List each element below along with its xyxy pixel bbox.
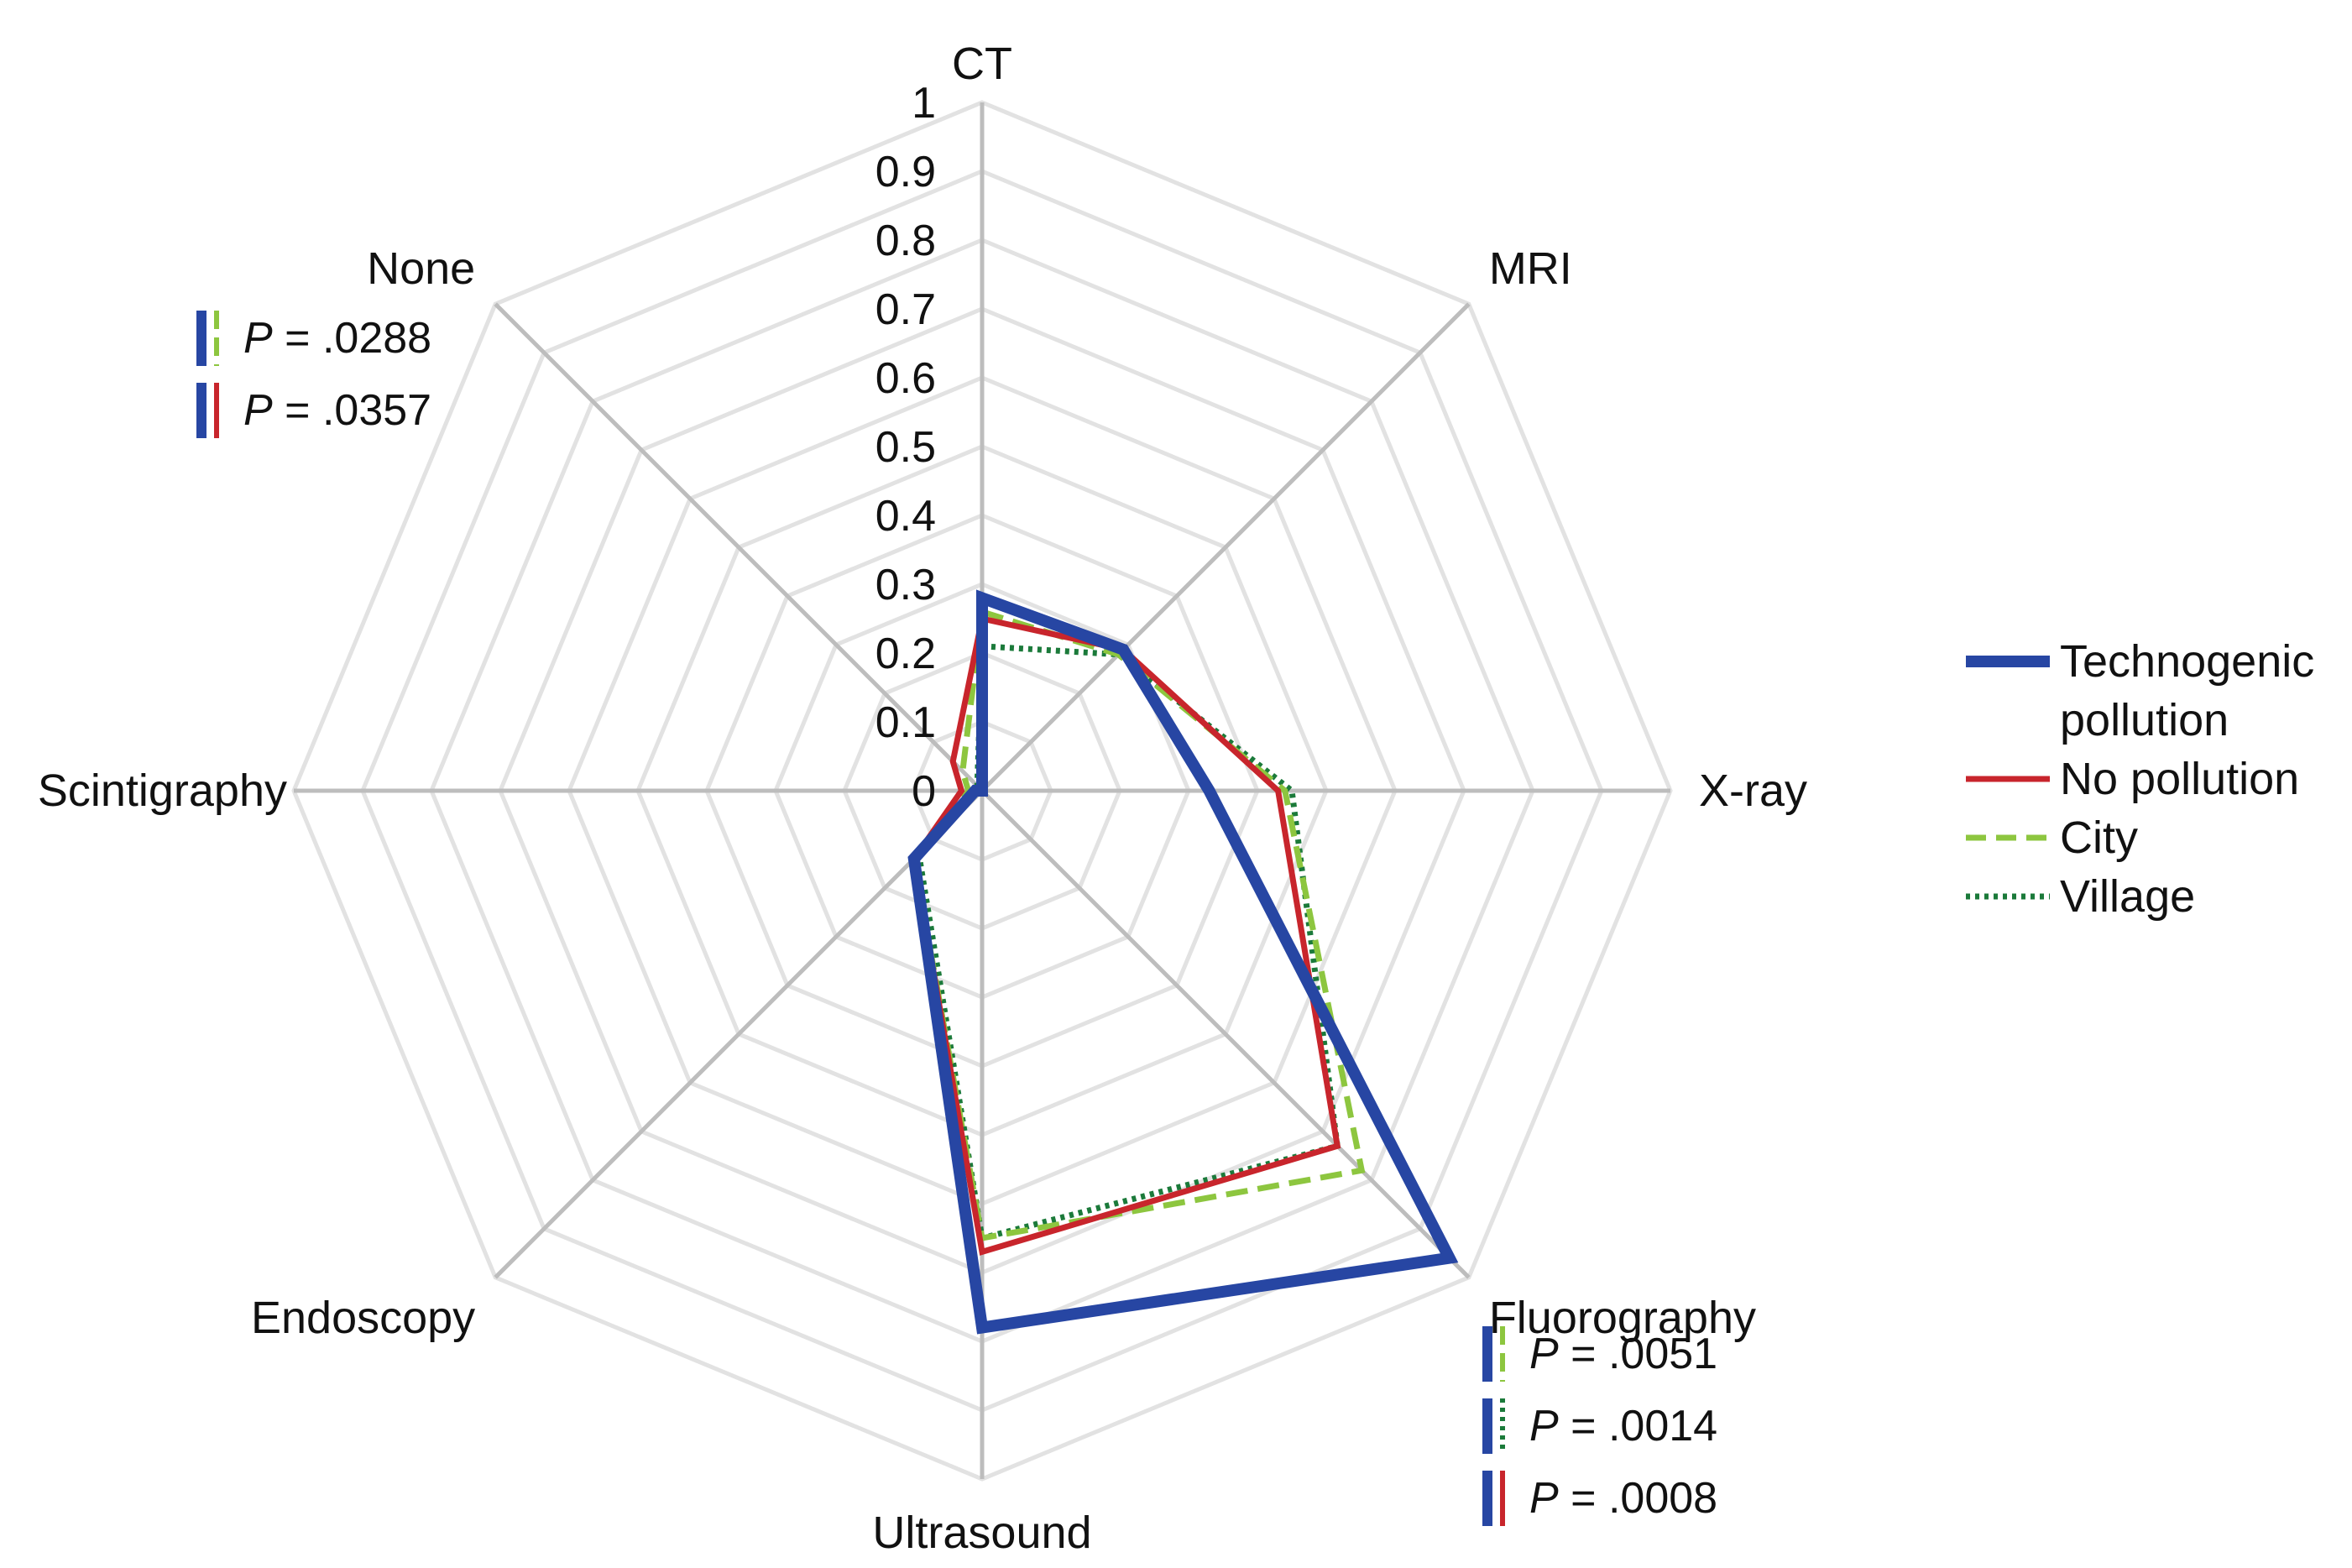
axis-labels: CT MRI X-ray Fluorography Ultrasound Endoscop… (38, 39, 1807, 1558)
axis-label-endoscopy: Endoscopy (251, 1293, 475, 1343)
tick-label: 0.5 (875, 423, 936, 472)
tick-label: 0.7 (875, 285, 936, 334)
legend-label: No pollution (2060, 754, 2299, 804)
data-series (907, 589, 1459, 1335)
p-value-annotation: P = .0008 (1482, 1471, 1717, 1526)
spoke-endoscopy (494, 789, 984, 1279)
legend: Technogenic pollution No pollution City Vill… (1966, 636, 2314, 922)
p-value-text: P = .0357 (243, 386, 431, 435)
series-technogenic-pollution (907, 589, 1459, 1335)
legend-label: Technogenic (2060, 636, 2314, 687)
axis-label-scintigraphy: Scintigraphy (38, 766, 287, 816)
axis-label-x-ray: X-ray (1699, 766, 1807, 816)
spoke-none (494, 302, 984, 792)
tick-label: 0 (912, 767, 936, 816)
tick-label: 0.9 (875, 148, 936, 196)
legend-label: Village (2060, 871, 2195, 922)
legend-label: pollution (2060, 695, 2229, 745)
series-no-pollution (911, 614, 1341, 1256)
spoke-fluorography (980, 789, 1471, 1279)
p-value-text: P = .0288 (243, 314, 431, 363)
p-value-text: P = .0008 (1529, 1474, 1717, 1523)
spoke-mri (980, 302, 1471, 792)
tick-label: 1 (912, 79, 936, 128)
tick-label: 0.3 (875, 561, 936, 609)
tick-label: 0.1 (875, 698, 936, 747)
tick-label: 0.8 (875, 217, 936, 265)
p-value-annotation: P = .0051 (1482, 1326, 1717, 1382)
axis-label-none: None (367, 243, 475, 294)
axis-label-ultrasound: Ultrasound (872, 1508, 1091, 1558)
p-value-annotation: P = .0288 (196, 311, 431, 366)
axis-label-fluorography: Fluorography (1489, 1293, 1756, 1343)
tick-label: 0.4 (875, 492, 936, 541)
axis-label-ct: CT (952, 39, 1012, 89)
legend-label: City (2060, 813, 2138, 863)
radial-tick-labels: 0 0.1 0.2 0.3 0.4 0.5 0.6 0.7 0.8 0.9 1 (875, 79, 936, 816)
p-value-text: P = .0051 (1529, 1330, 1717, 1378)
p-value-annotations: P = .0288 P = .0357 P = .0051 P = .0014 P = … (196, 311, 1717, 1526)
axis-label-mri: MRI (1489, 243, 1572, 294)
p-value-annotation: P = .0357 (196, 383, 431, 438)
tick-label: 0.2 (875, 630, 936, 678)
p-value-text: P = .0014 (1529, 1402, 1717, 1450)
p-value-annotation: P = .0014 (1482, 1398, 1717, 1454)
tick-label: 0.6 (875, 354, 936, 403)
